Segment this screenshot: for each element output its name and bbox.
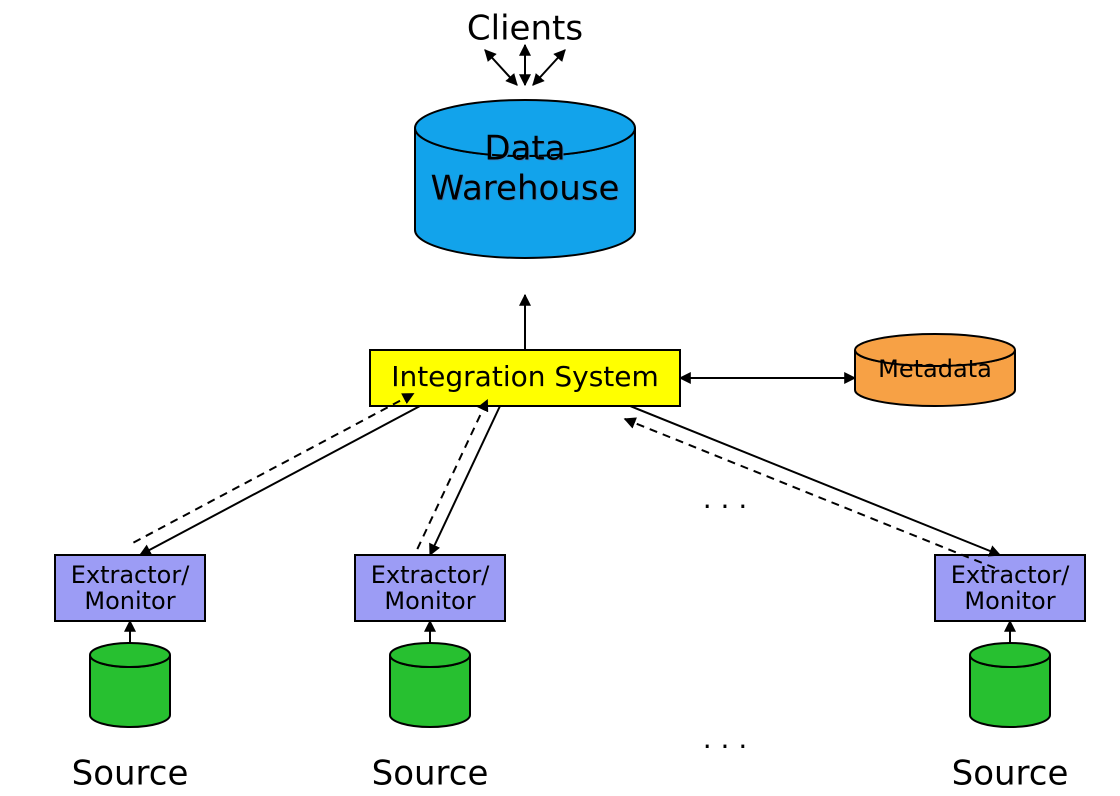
int-ext-solid-0 [140,406,420,555]
source-cylinder-2 [970,643,1050,727]
client-arrow [485,50,517,85]
int-ext-solid-1 [430,406,500,555]
int-ext-dashed-1 [417,400,487,549]
extractor-label-2-2: Monitor [964,587,1055,615]
source-label-0: Source [72,754,189,794]
clients-label: Clients [467,9,583,49]
source-cylinder-0 [90,643,170,727]
extractor-label-2-0: Monitor [84,587,175,615]
int-ext-solid-2 [630,406,1000,555]
client-arrow [533,50,565,85]
source-label-2: Source [952,754,1069,794]
int-ext-dashed-2 [625,419,995,568]
source-cylinder-1 [390,643,470,727]
extractor-label-2-1: Monitor [384,587,475,615]
metadata-label: Metadata [878,355,992,383]
extractor-label-1-0: Extractor/ [71,561,191,589]
ellipsis-bottom: . . . [703,722,748,755]
extractor-label-1-1: Extractor/ [371,561,491,589]
int-ext-dashed-0 [133,394,413,543]
source-label-1: Source [372,754,489,794]
ellipsis-mid: . . . [703,482,748,515]
extractor-label-1-2: Extractor/ [951,561,1071,589]
integration-label: Integration System [391,360,659,393]
warehouse-label-2: Warehouse [431,169,620,209]
warehouse-label-1: Data [484,129,565,169]
